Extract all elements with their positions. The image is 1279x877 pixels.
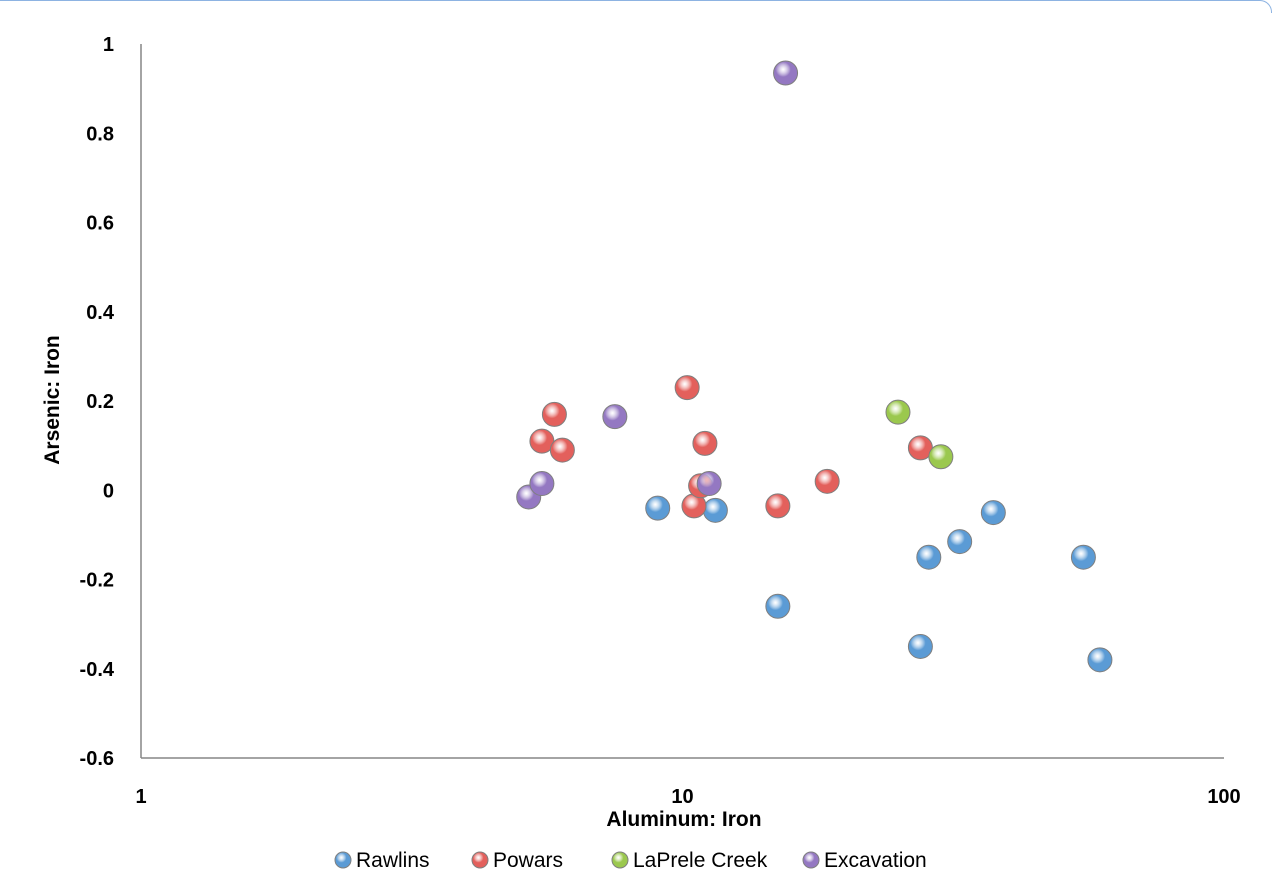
point-excavation (529, 471, 555, 497)
point-excavation (602, 404, 628, 430)
legend-marker-excavation (802, 851, 820, 869)
legend-label-excavation: Excavation (824, 849, 927, 872)
y-tick-label: -0.2 (80, 570, 114, 592)
point-rawlins (702, 497, 728, 523)
y-axis-ticks: 1 0.8 0.6 0.4 0.2 0 -0.2 -0.4 -0.6 (80, 34, 115, 770)
point-excavation (773, 60, 799, 86)
y-axis-title: Arsenic: Iron (41, 335, 64, 465)
legend-marker-powars (471, 851, 489, 869)
point-rawlins (907, 633, 933, 659)
point-rawlins (765, 593, 791, 619)
point-powars (674, 375, 700, 401)
point-powars (814, 468, 840, 494)
legend-label-laprele-creek: LaPrele Creek (633, 849, 768, 872)
point-laprele-creek (928, 444, 954, 470)
legend-marker-laprele-creek (611, 851, 629, 869)
point-powars (692, 430, 718, 456)
x-axis-title: Aluminum: Iron (606, 808, 761, 831)
point-rawlins (1087, 647, 1113, 673)
legend-marker-rawlins (334, 851, 352, 869)
y-tick-label: 0.6 (86, 213, 114, 235)
point-rawlins (947, 529, 973, 555)
y-tick-label: 0 (103, 480, 114, 502)
legend-label-powars: Powars (493, 849, 563, 872)
y-tick-label: 0.4 (86, 302, 115, 324)
x-axis-ticks: 1 10 100 (135, 786, 1240, 808)
point-laprele-creek (885, 399, 911, 425)
point-rawlins (645, 495, 671, 521)
point-rawlins (980, 500, 1006, 526)
y-tick-label: 1 (103, 34, 114, 56)
y-tick-label: -0.6 (80, 748, 114, 770)
x-tick-label: 1 (135, 786, 146, 808)
legend: Rawlins Powars LaPrele Creek Excavation (334, 849, 927, 872)
point-powars (549, 437, 575, 463)
point-powars (541, 401, 567, 427)
point-rawlins (1070, 544, 1096, 570)
x-tick-label: 100 (1207, 786, 1240, 808)
data-points (516, 60, 1113, 673)
point-rawlins (916, 544, 942, 570)
point-excavation (696, 471, 722, 497)
y-tick-label: 0.2 (86, 391, 114, 413)
y-tick-label: 0.8 (86, 123, 114, 145)
y-tick-label: -0.4 (80, 659, 115, 681)
point-powars (765, 493, 791, 519)
x-tick-label: 10 (671, 786, 693, 808)
legend-label-rawlins: Rawlins (356, 849, 430, 872)
